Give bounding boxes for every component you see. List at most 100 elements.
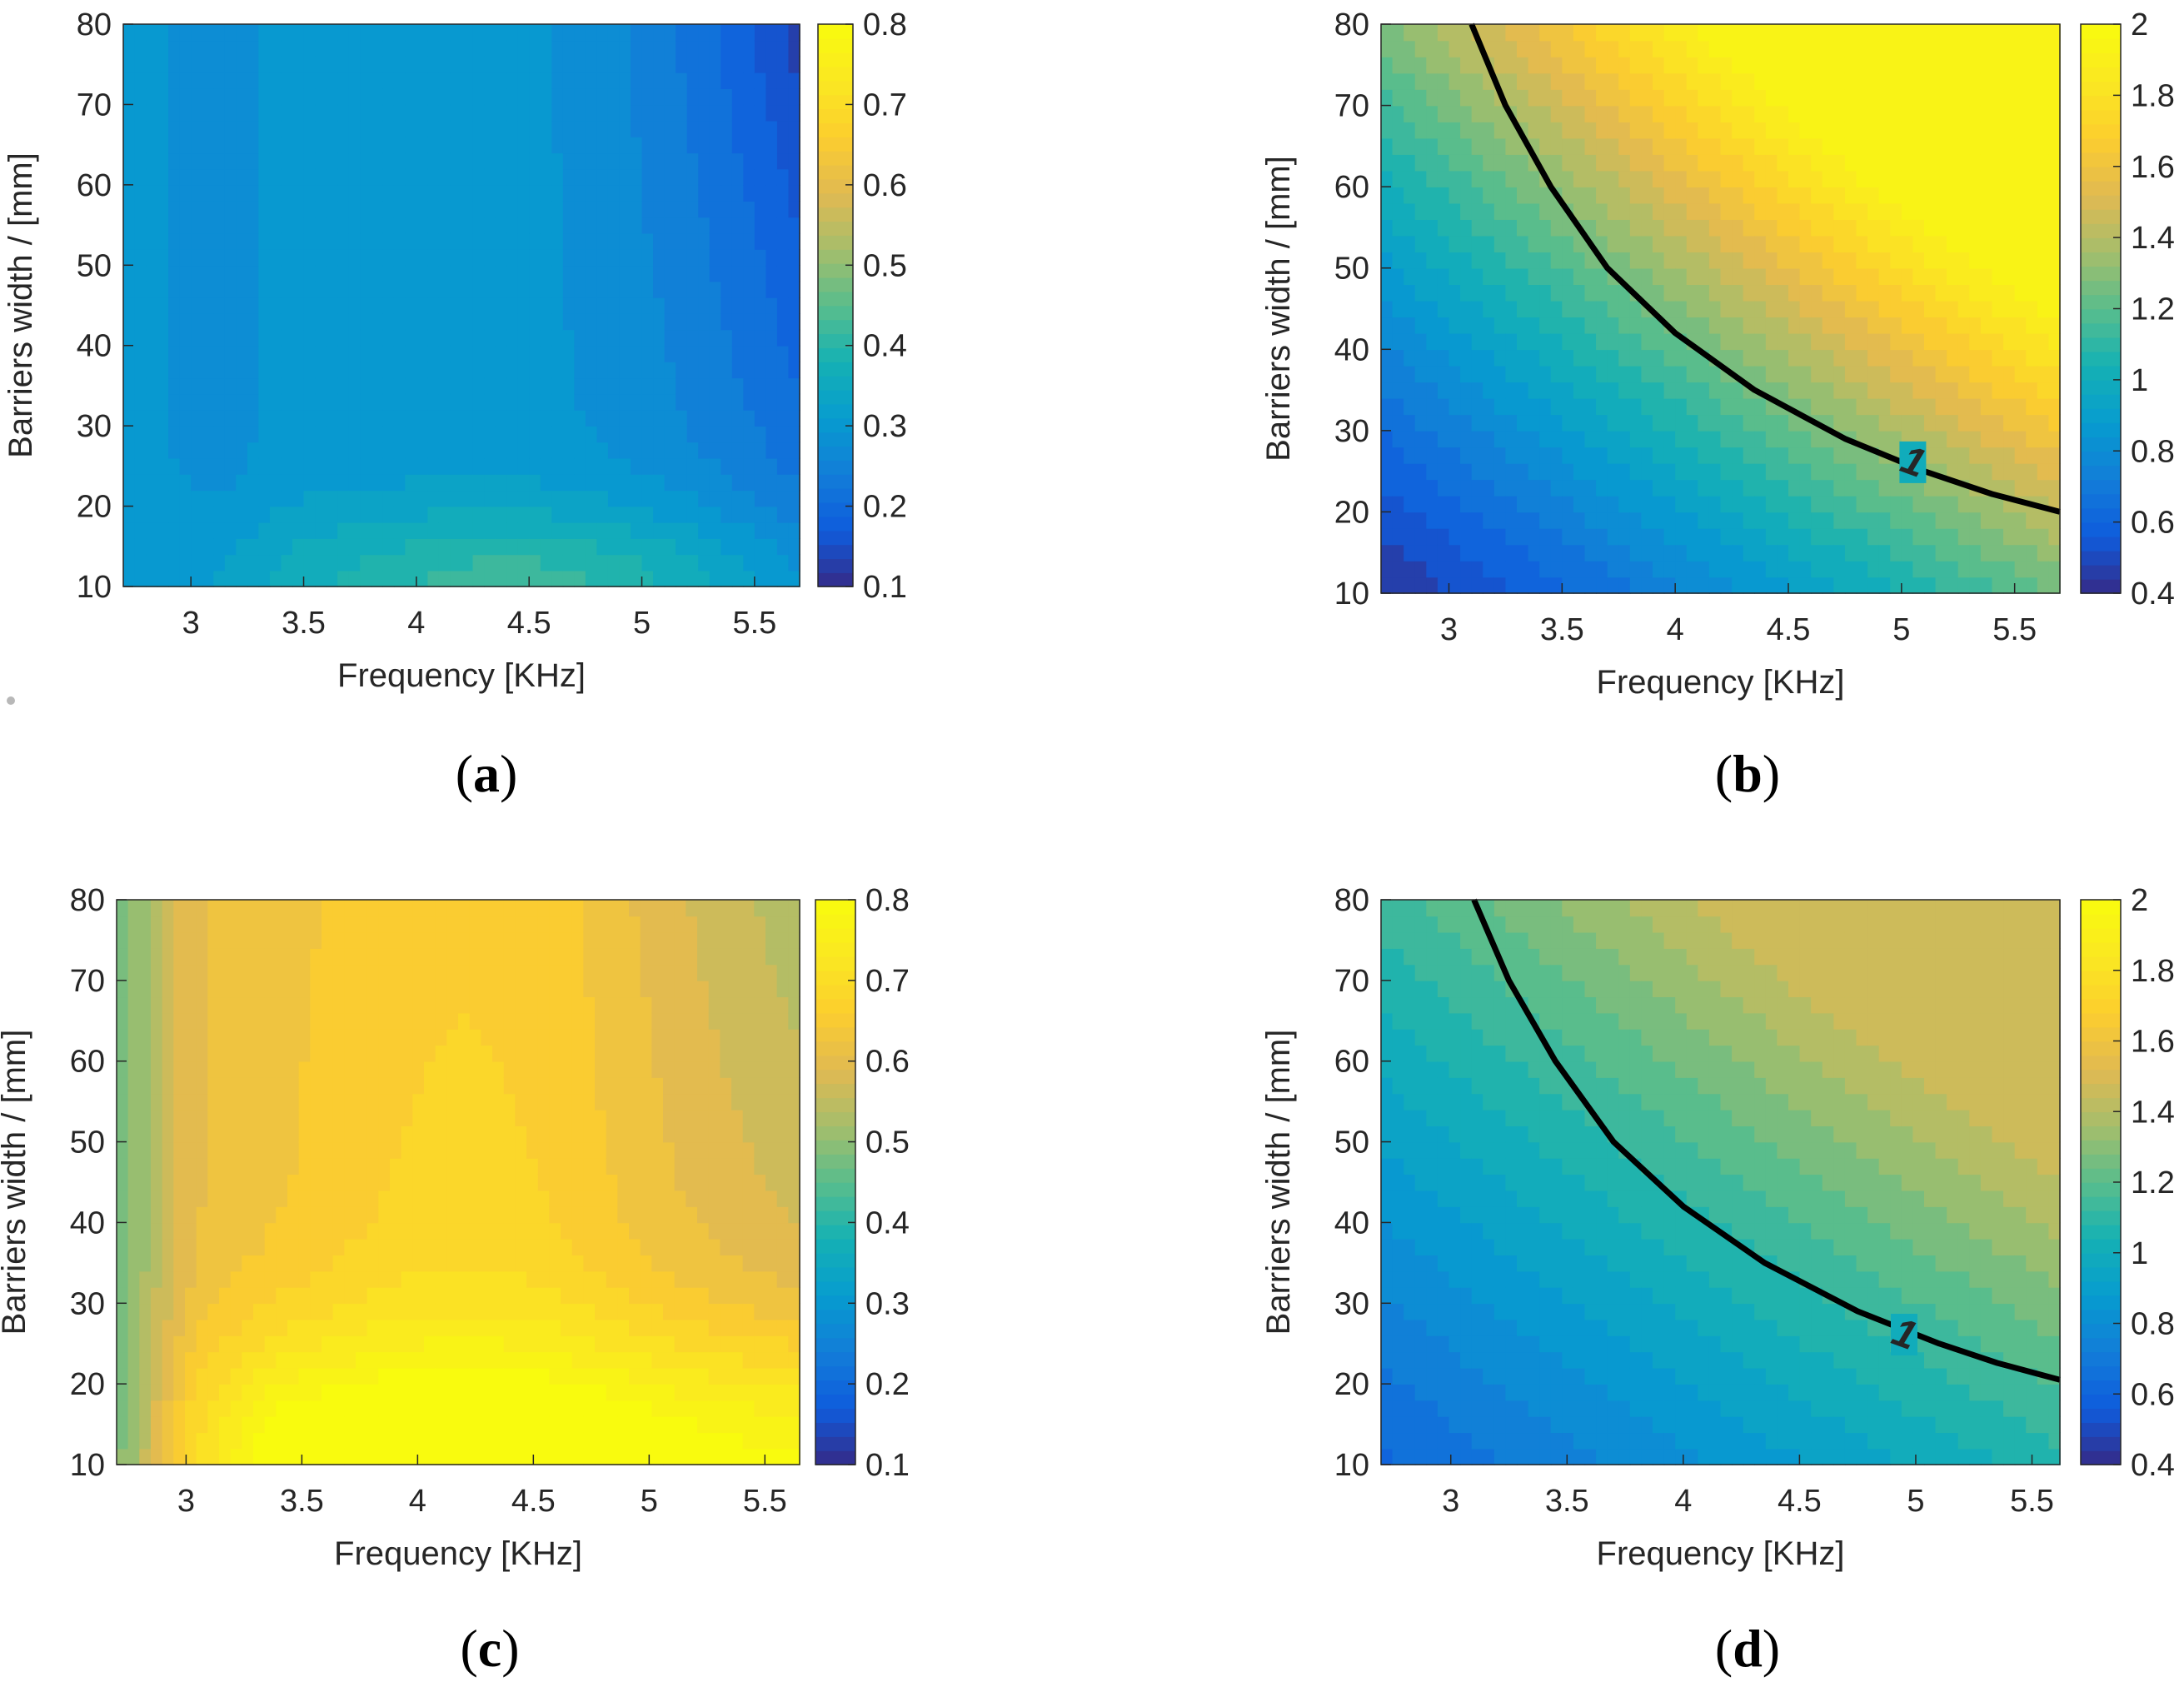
heatmap-cell <box>123 201 136 218</box>
heatmap-cell <box>236 345 248 362</box>
heatmap-cell <box>236 24 248 42</box>
heatmap-cell <box>157 345 169 362</box>
heatmap-cell <box>179 56 192 73</box>
heatmap-cell <box>179 570 192 587</box>
heatmap-cell <box>202 152 215 170</box>
heatmap-cell <box>146 409 158 427</box>
heatmap-cell <box>134 345 147 362</box>
heatmap-cell <box>213 88 226 106</box>
heatmap-cell <box>146 313 158 331</box>
heatmap-cell <box>146 490 158 507</box>
heatmap-cell <box>247 570 260 587</box>
heatmap-cell <box>213 490 226 507</box>
heatmap-cell <box>202 232 215 250</box>
heatmap-cell <box>247 538 260 556</box>
heatmap-cell <box>258 201 271 218</box>
heatmap-cell <box>213 281 226 298</box>
heatmap-cell <box>157 201 169 218</box>
heatmap-cell <box>134 281 147 298</box>
heatmap-cell <box>191 329 203 347</box>
heatmap-cell <box>134 232 147 250</box>
heatmap-cell <box>134 265 147 282</box>
heatmap-cell <box>213 249 226 267</box>
heatmap-cell <box>146 217 158 234</box>
heatmap-cell <box>236 313 248 331</box>
heatmap-cell <box>258 393 271 411</box>
heatmap-cell <box>146 377 158 395</box>
heatmap-cell <box>213 506 226 523</box>
heatmap-cell <box>168 120 181 137</box>
heatmap-cell <box>157 232 169 250</box>
heatmap-cell <box>168 522 181 539</box>
heatmap-cell <box>236 457 248 475</box>
heatmap-cell <box>179 152 192 170</box>
heatmap-cell <box>202 362 215 379</box>
heatmap-cell <box>191 120 203 137</box>
heatmap-cell <box>224 506 237 523</box>
heatmap-cell <box>258 168 271 186</box>
heatmap-cell <box>123 24 136 42</box>
heatmap-cell <box>123 281 136 298</box>
heatmap-cell <box>202 426 215 443</box>
heatmap-cell <box>134 490 147 507</box>
heatmap-cell <box>247 313 260 331</box>
heatmap-cell <box>179 506 192 523</box>
heatmap-cell <box>236 56 248 73</box>
heatmap-cell <box>213 152 226 170</box>
heatmap-cell <box>123 362 136 379</box>
heatmap-cell <box>202 88 215 106</box>
heatmap-cell <box>123 168 136 186</box>
heatmap-cell <box>224 24 237 42</box>
heatmap-cell <box>146 56 158 73</box>
heatmap-cell <box>134 362 147 379</box>
heatmap-cell <box>157 490 169 507</box>
heatmap-cell <box>157 137 169 154</box>
heatmap-cell <box>168 313 181 331</box>
heatmap-cell <box>213 104 226 122</box>
heatmap-cell <box>146 554 158 571</box>
heatmap-cell <box>202 184 215 202</box>
heatmap-cell <box>247 506 260 523</box>
heatmap-cell <box>134 522 147 539</box>
heatmap-cell <box>179 120 192 137</box>
heatmap-cell <box>191 554 203 571</box>
heatmap-cell <box>236 554 248 571</box>
heatmap-cell <box>224 88 237 106</box>
heatmap-cell <box>179 72 192 89</box>
heatmap-cell <box>146 265 158 282</box>
heatmap-cell <box>179 265 192 282</box>
heatmap-cell <box>213 40 226 57</box>
heatmap-cell <box>168 184 181 202</box>
heatmap-cell <box>123 474 136 492</box>
heatmap-cell <box>179 232 192 250</box>
heatmap-cell <box>236 474 248 492</box>
heatmap-cell <box>213 570 226 587</box>
heatmap-cell <box>224 56 237 73</box>
heatmap-cell <box>146 40 158 57</box>
heatmap-cell <box>258 474 271 492</box>
heatmap-cell <box>202 457 215 475</box>
heatmap-cell <box>236 297 248 314</box>
heatmap-cell <box>247 265 260 282</box>
heatmap-cell <box>179 457 192 475</box>
heatmap-cell <box>191 217 203 234</box>
heatmap-cell <box>179 377 192 395</box>
heatmap-cell <box>247 362 260 379</box>
heatmap-cell <box>168 88 181 106</box>
heatmap-cell <box>146 88 158 106</box>
heatmap-cell <box>224 442 237 459</box>
heatmap-cell <box>146 570 158 587</box>
heatmap-cell <box>168 393 181 411</box>
heatmap-cell <box>247 152 260 170</box>
heatmap-cell <box>258 362 271 379</box>
heatmap-cell <box>179 393 192 411</box>
heatmap-cell <box>224 474 237 492</box>
heatmap-cell <box>191 168 203 186</box>
heatmap-cell <box>134 409 147 427</box>
heatmap-cell <box>157 457 169 475</box>
heatmap-cell <box>224 184 237 202</box>
heatmap-cell <box>213 184 226 202</box>
heatmap-cell <box>224 265 237 282</box>
heatmap-cell <box>213 297 226 314</box>
heatmap-cell <box>179 362 192 379</box>
